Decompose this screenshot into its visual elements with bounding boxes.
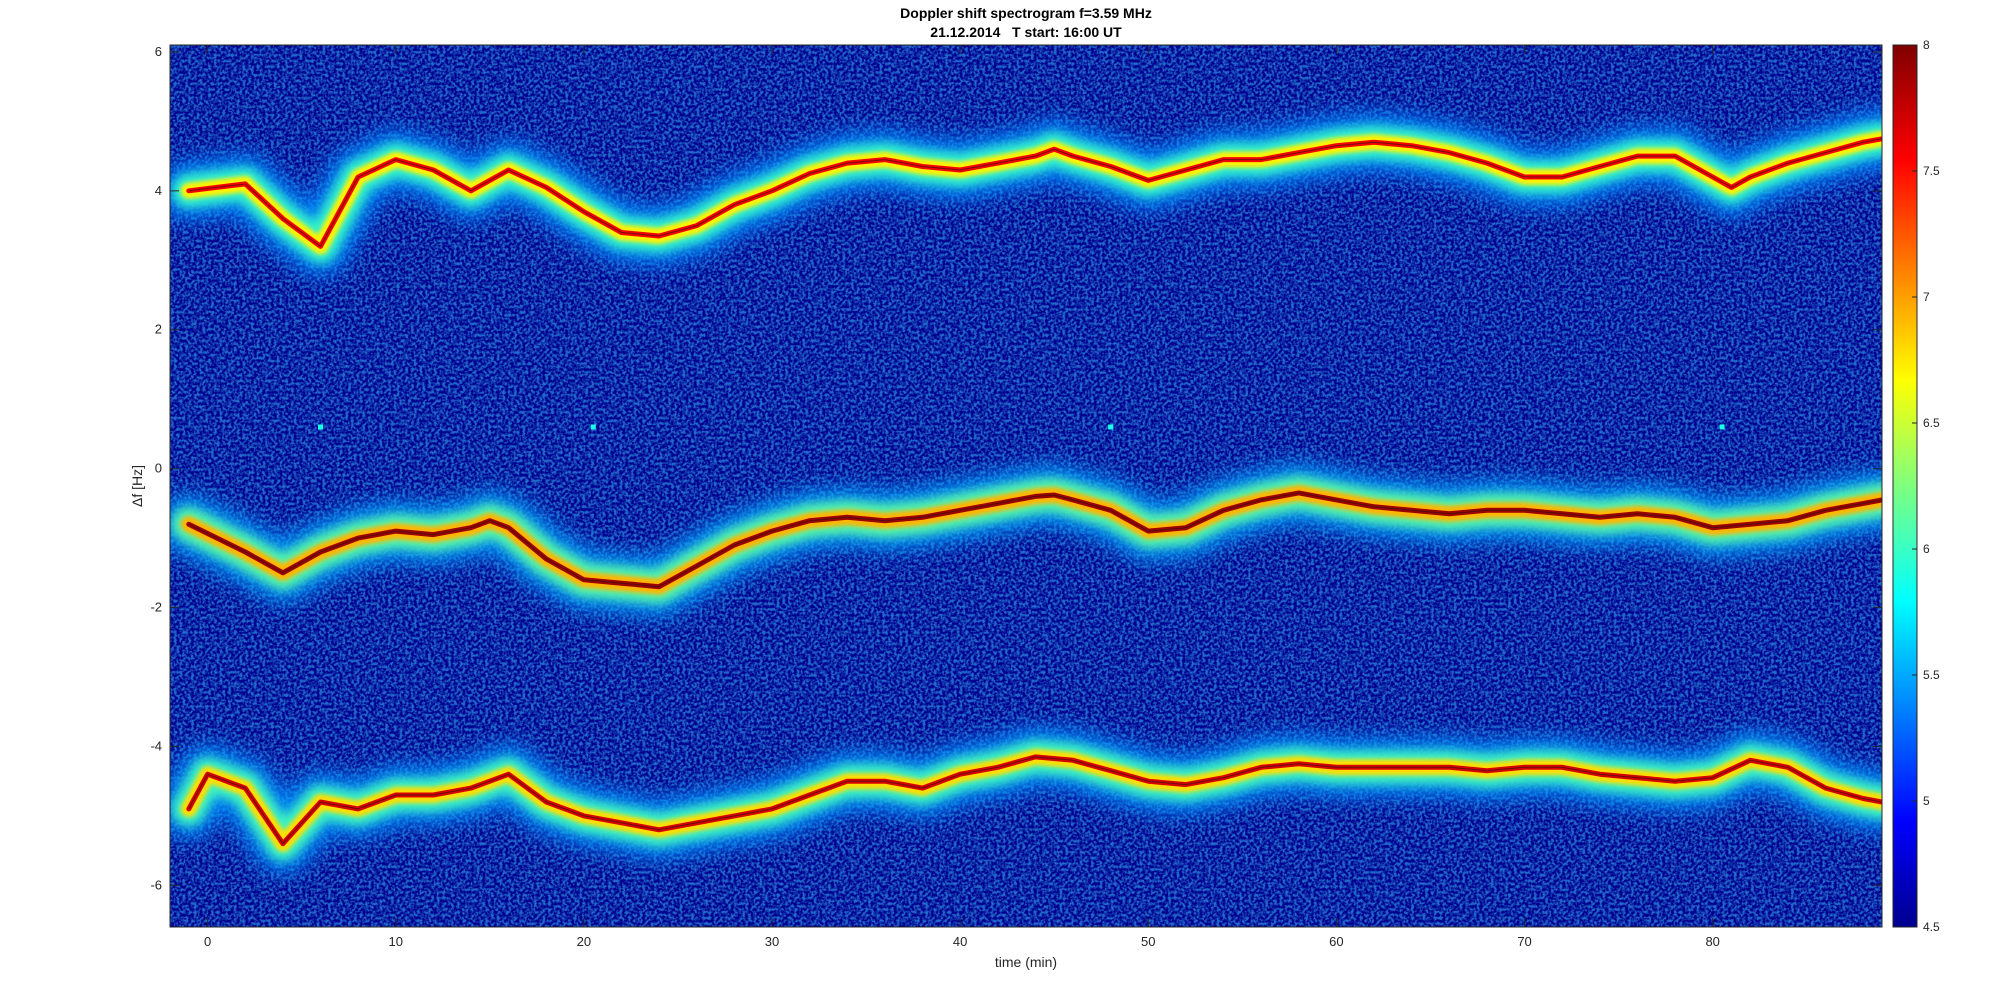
x-tick-label-50: 50	[1141, 934, 1155, 949]
y-tick-label-0: 0	[155, 461, 162, 476]
plot-frame	[169, 44, 1883, 928]
y-axis-label: Δf [Hz]	[129, 465, 145, 507]
y-axis-ticks: -6 -4 -2 0 2 4 6	[150, 44, 1882, 892]
trace-3-line	[188, 756, 1882, 845]
x-tick-label-20: 20	[577, 934, 591, 949]
colorbar-tick-label-6.5: 6.5	[1923, 416, 1940, 430]
y-tick-label-6: 6	[155, 44, 162, 59]
colorbar-tick-label-8: 8	[1923, 38, 1930, 52]
chart-subtitle: 21.12.2014 T start: 16:00 UT	[930, 24, 1122, 40]
trace-2	[170, 462, 1882, 617]
trace-1-line	[188, 138, 1882, 248]
marker-points	[318, 424, 1725, 430]
x-tick-label-70: 70	[1517, 934, 1531, 949]
y-tick-label-2: 2	[155, 322, 162, 337]
x-tick-label-30: 30	[765, 934, 779, 949]
x-axis-label: time (min)	[995, 954, 1057, 970]
marker-point-1	[318, 424, 324, 430]
y-tick-label--6: -6	[150, 877, 162, 892]
colorbar: 4.5 5 5.5 6 6.5 7 7.5 8	[1892, 38, 1940, 934]
y-tick-label--4: -4	[150, 738, 162, 753]
x-tick-label-80: 80	[1705, 934, 1719, 949]
trace-1	[170, 108, 1882, 277]
doppler-traces	[170, 108, 1882, 874]
marker-point-2	[590, 424, 596, 430]
trace-3	[170, 726, 1882, 874]
colorbar-tick-label-4.5: 4.5	[1923, 920, 1940, 934]
marker-point-3	[1108, 424, 1114, 430]
plot-area: 0 10 20 30 40 50 60 70 80 -6 -4 -2 0 2 4 6	[150, 44, 1883, 949]
y-tick-label-4: 4	[155, 183, 162, 198]
x-axis-ticks: 0 10 20 30 40 50 60 70 80	[204, 45, 1720, 949]
x-tick-label-60: 60	[1329, 934, 1343, 949]
colorbar-tick-label-7.5: 7.5	[1923, 164, 1940, 178]
colorbar-ticks: 4.5 5 5.5 6 6.5 7 7.5 8	[1912, 38, 1940, 934]
x-tick-label-0: 0	[204, 934, 211, 949]
colorbar-tick-label-7: 7	[1923, 290, 1930, 304]
chart-title: Doppler shift spectrogram f=3.59 MHz	[900, 5, 1152, 21]
marker-point-4	[1719, 424, 1725, 430]
colorbar-gradient	[1892, 44, 1918, 928]
y-tick-label--2: -2	[150, 600, 162, 615]
x-tick-label-10: 10	[389, 934, 403, 949]
colorbar-tick-label-5.5: 5.5	[1923, 668, 1940, 682]
colorbar-tick-label-5: 5	[1923, 794, 1930, 808]
x-tick-label-40: 40	[953, 934, 967, 949]
trace-2-line	[188, 492, 1882, 588]
colorbar-tick-label-6: 6	[1923, 542, 1930, 556]
